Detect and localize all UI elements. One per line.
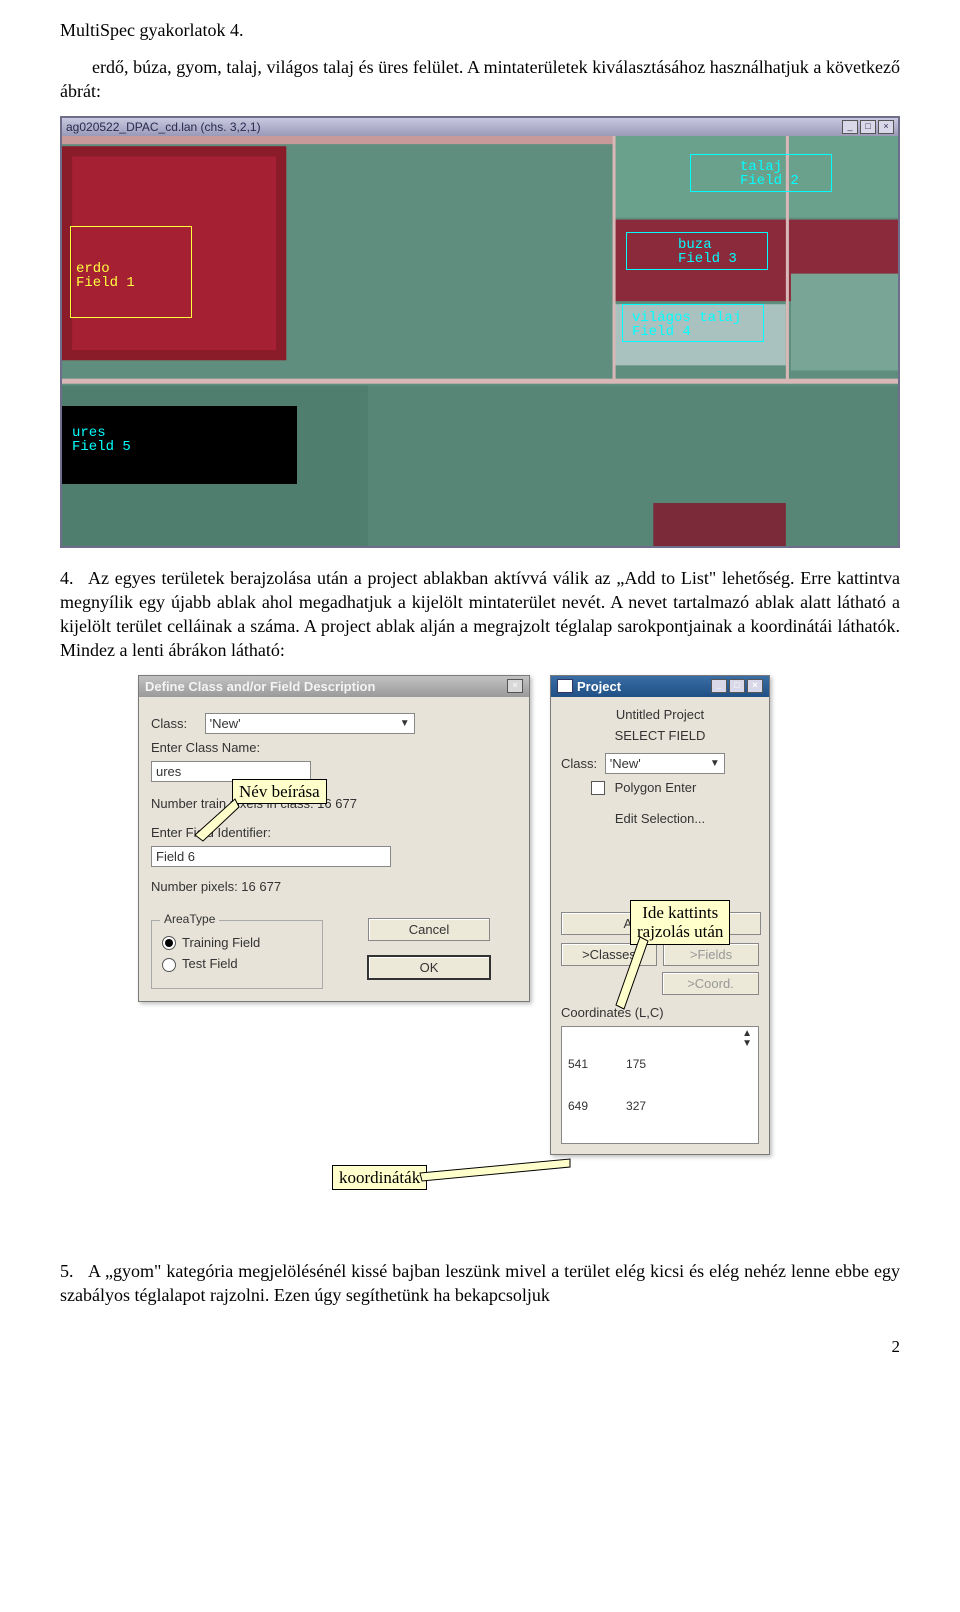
project-title: Project [577,679,621,694]
image-window-title: ag020522_DPAC_cd.lan (chs. 3,2,1) [66,120,261,134]
num-pixels-text: Number pixels: 16 677 [151,879,517,894]
close-icon[interactable]: × [878,120,894,134]
chevron-down-icon: ▼ [400,718,410,729]
cancel-button[interactable]: Cancel [368,918,490,941]
close-icon[interactable]: × [747,679,763,693]
list-number-4: 4. [60,566,88,590]
page-number: 2 [60,1337,900,1357]
paragraph-5-text: A „gyom" kategória megjelölésénél kissé … [60,1261,900,1305]
train-pixels-text: Number train pixels in class: 16 677 [151,796,517,811]
page-header: MultiSpec gyakorlatok 4. [60,20,900,41]
coord-r2c1: 649 [568,1099,588,1113]
test-radio-label: Test Field [182,956,238,971]
field-label-vilagos: világos talaj Field 4 [632,311,741,339]
untitled-project-text: Untitled Project [561,707,759,722]
define-class-dialog: Define Class and/or Field Description × … [138,675,530,1002]
project-icon [557,679,573,693]
areatype-group-label: AreaType [160,912,219,926]
paragraph-4: 4.Az egyes területek berajzolása után a … [60,566,900,663]
select-field-text: SELECT FIELD [561,728,759,743]
maximize-icon[interactable]: □ [860,120,876,134]
enter-class-label: Enter Class Name: [151,740,517,755]
callout-ide: Ide kattints rajzolás után [630,900,730,945]
classes-button[interactable]: >Classes [561,943,657,966]
callout-koord: koordináták [332,1165,427,1191]
coord-button: >Coord. [662,972,759,995]
edit-selection-text[interactable]: Edit Selection... [561,811,759,826]
coordinates-box: 541 649 175 327 ▲▼ [561,1026,759,1144]
polygon-label: Polygon Enter [615,780,697,795]
class-label: Class: [151,716,201,731]
class-combo-value: 'New' [210,716,241,731]
callout-arrow-koord [420,1155,580,1195]
dialogs-figure: Define Class and/or Field Description × … [60,675,900,1235]
training-radio[interactable] [162,936,176,950]
callout-nev: Név beírása [232,779,327,805]
field-label-ures: ures Field 5 [72,426,131,454]
field-id-label: Enter Field Identifier: [151,825,517,840]
chevron-down-icon: ▼ [710,758,720,769]
list-number-5: 5. [60,1259,88,1283]
fields-button: >Fields [663,943,759,966]
coord-r2c2: 327 [626,1099,646,1113]
maximize-icon[interactable]: □ [729,679,745,693]
polygon-checkbox[interactable] [591,781,605,795]
proj-class-label: Class: [561,756,597,771]
field-id-input[interactable]: Field 6 [151,846,391,867]
satellite-image [62,136,898,546]
training-radio-label: Training Field [182,935,260,950]
intro-paragraph: erdő, búza, gyom, talaj, világos talaj é… [60,55,900,104]
field-label-erdo: erdo Field 1 [76,262,135,290]
proj-class-value: 'New' [610,756,641,771]
minimize-icon[interactable]: _ [711,679,727,693]
close-icon[interactable]: × [507,679,523,693]
ok-button[interactable]: OK [367,955,491,980]
field-label-buza: buza Field 3 [678,238,737,266]
paragraph-5: 5.A „gyom" kategória megjelölésénél kiss… [60,1259,900,1308]
field-label-talaj: talaj Field 2 [740,160,799,188]
proj-class-combo[interactable]: 'New' ▼ [605,753,725,774]
coordinates-title: Coordinates (L,C) [561,1005,759,1020]
image-window: ag020522_DPAC_cd.lan (chs. 3,2,1) _ □ × [60,116,900,548]
coord-r1c1: 541 [568,1057,588,1071]
paragraph-4-text: Az egyes területek berajzolása után a pr… [60,568,900,661]
class-combo[interactable]: 'New' ▼ [205,713,415,734]
define-dialog-title: Define Class and/or Field Description [145,679,375,694]
test-radio[interactable] [162,958,176,972]
minimize-icon[interactable]: _ [842,120,858,134]
coord-r1c2: 175 [626,1057,646,1071]
